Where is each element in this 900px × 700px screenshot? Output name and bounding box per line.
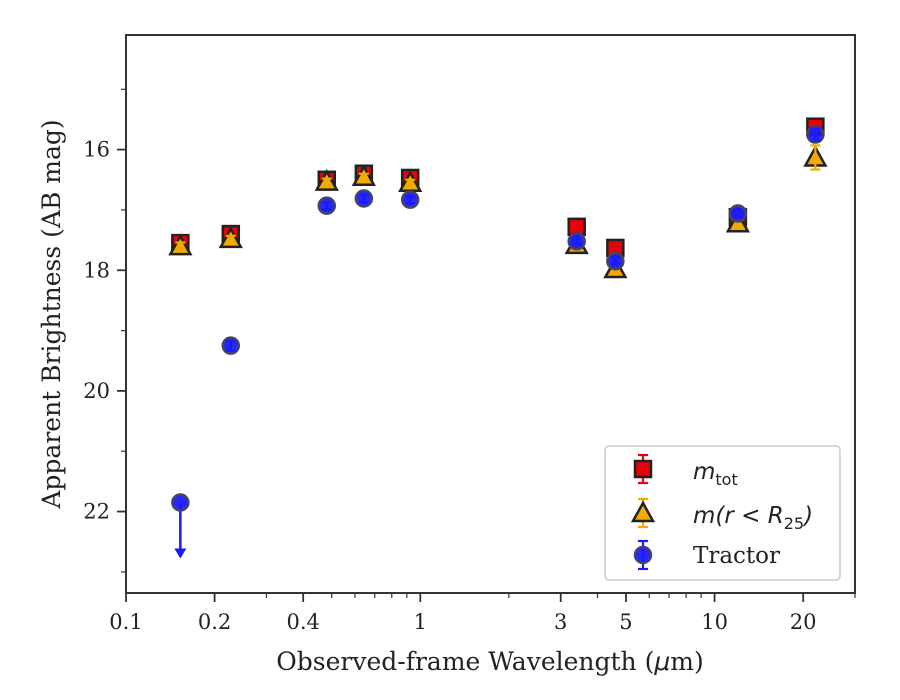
x-tick-label: 1 <box>414 610 427 634</box>
legend-label-mtot: mtot <box>693 459 738 489</box>
error-bar <box>321 200 332 211</box>
x-tick-label: 0.1 <box>109 610 142 634</box>
error-bar <box>732 209 743 218</box>
legend-label-mr25-sub: 25 <box>784 514 804 533</box>
error-bar <box>610 243 621 253</box>
legend-box <box>604 445 841 581</box>
error-bar <box>321 177 332 186</box>
y-tick-label: 18 <box>83 258 110 282</box>
error-bar <box>405 178 416 187</box>
error-bar <box>571 237 582 246</box>
legend-label-mtot-sub: tot <box>715 470 737 489</box>
error-bar <box>225 339 236 352</box>
legend-label-mtot-math: m <box>693 459 715 485</box>
legend-marker <box>633 545 653 565</box>
plot-frame <box>125 34 856 594</box>
x-tick-label: 20 <box>790 610 817 634</box>
legend-label-mr25: m(r < R25) <box>693 503 813 533</box>
y-tick-label: 22 <box>83 500 110 524</box>
error-bar <box>810 127 821 142</box>
error-bar <box>810 144 821 171</box>
series-2 <box>171 125 825 559</box>
y-axis-label: Apparent Brightness (AB mag) <box>37 119 66 509</box>
data-point <box>171 493 190 512</box>
x-tick-label: 5 <box>619 610 632 634</box>
error-bar <box>225 234 236 244</box>
legend-marker <box>633 459 653 479</box>
legend-markers <box>630 453 656 571</box>
error-bar <box>175 241 186 251</box>
x-axis-label-unit: μ <box>653 647 670 676</box>
legend: mtot m(r < R25) Tractor <box>604 445 841 581</box>
y-tick-label: 16 <box>83 138 110 162</box>
x-axis-label: Observed-frame Wavelength (μm) <box>276 647 703 676</box>
x-tick-label: 0.4 <box>286 610 319 634</box>
error-bar <box>358 172 369 181</box>
legend-label-tractor: Tractor <box>693 543 780 569</box>
legend-label-mr25-end: ) <box>802 503 813 529</box>
legend-marker <box>630 500 656 523</box>
axis-ticks: 0.1 0.2 0.4 1 3 5 10 20 16 18 20 22 <box>83 88 856 634</box>
error-bar <box>405 194 416 205</box>
x-axis-label-prefix: Observed-frame Wavelength ( <box>276 647 654 676</box>
x-axis-label-suffix: m) <box>670 647 703 676</box>
legend-label-mr25-mid: (r < R <box>715 503 783 529</box>
error-bar <box>358 193 369 204</box>
x-tick-label: 3 <box>554 610 567 634</box>
y-tick-label: 20 <box>83 379 110 403</box>
data-marks <box>168 117 828 559</box>
legend-label-mr25-math: m <box>693 503 715 529</box>
error-bar <box>571 222 582 231</box>
x-tick-label: 10 <box>701 610 728 634</box>
x-tick-label: 0.2 <box>198 610 231 634</box>
error-bar <box>610 257 621 266</box>
